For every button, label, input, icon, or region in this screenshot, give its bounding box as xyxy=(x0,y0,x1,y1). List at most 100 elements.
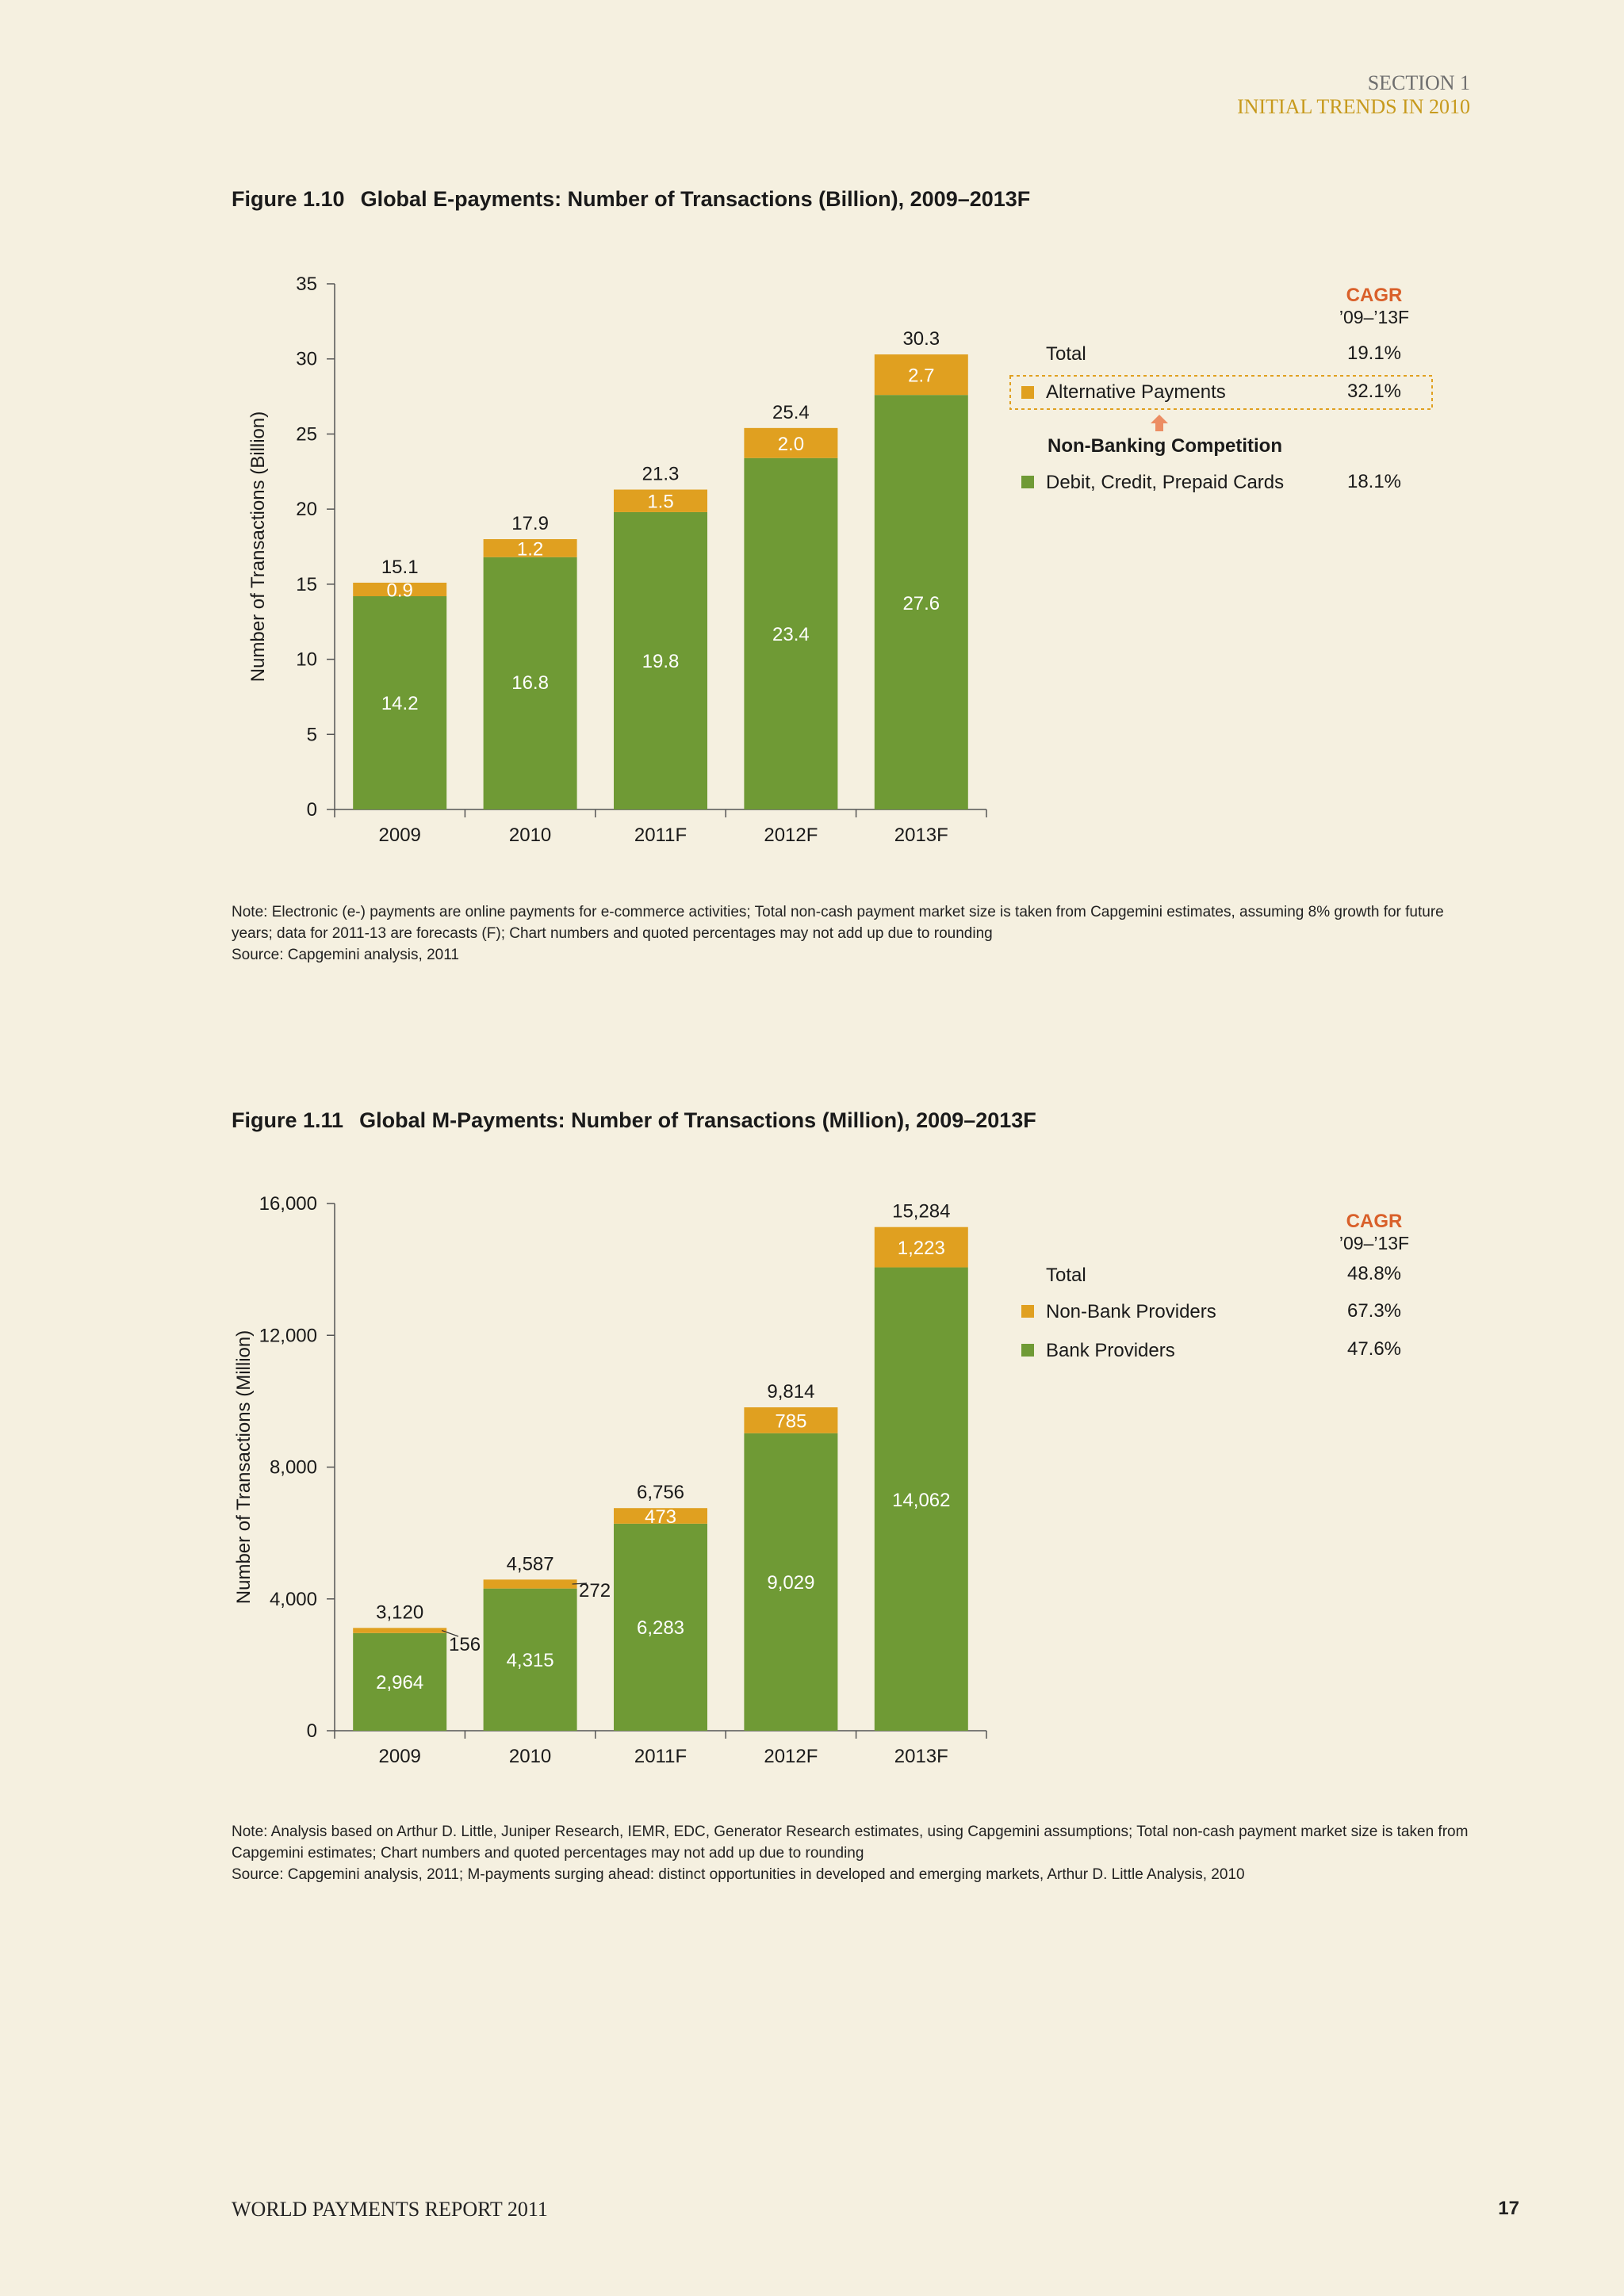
data-label-total: 6,756 xyxy=(637,1482,684,1503)
bar-segment-debit-credit-prepaid-cards xyxy=(614,511,707,809)
bar-segment-bank-providers xyxy=(744,1433,838,1731)
data-label-bank: 4,315 xyxy=(507,1650,554,1671)
cagr-title: CAGR xyxy=(1346,285,1403,306)
bar-segment-alternative-payments xyxy=(483,539,577,557)
x-tick-label: 2013F xyxy=(894,1746,948,1767)
legend-swatch-bank xyxy=(1021,1344,1034,1357)
legend-alternative-label: Alternative Payments xyxy=(1046,381,1226,403)
data-label-bank: 19.8 xyxy=(642,651,680,672)
x-tick-label: 2010 xyxy=(509,825,551,846)
note-text: Note: Analysis based on Arthur D. Little… xyxy=(232,1823,1469,1862)
data-label-alt: 1.2 xyxy=(517,538,543,560)
x-tick-label: 2012F xyxy=(764,825,818,846)
bar-segment-bank-providers xyxy=(614,1523,707,1731)
data-label-bank: 9,029 xyxy=(767,1572,814,1594)
y-tick-label: 8,000 xyxy=(270,1457,317,1479)
data-label-bank: 23.4 xyxy=(772,624,810,645)
legend-bank-cagr: 47.6% xyxy=(1347,1338,1401,1360)
cagr-title: CAGR xyxy=(1346,1211,1403,1232)
bar-segment-debit-credit-prepaid-cards xyxy=(353,596,447,809)
legend-alternative-cagr: 32.1% xyxy=(1347,381,1401,402)
x-tick-label: 2012F xyxy=(764,1746,818,1767)
legend-total-label: Total xyxy=(1046,1265,1086,1286)
legend-total-label: Total xyxy=(1046,343,1086,365)
page-number: 17 xyxy=(1498,2198,1519,2219)
data-label-bank: 14.2 xyxy=(381,693,419,714)
bar-segment-non-bank-providers xyxy=(483,1579,577,1589)
chart-legend: CAGR ’09–’13F Total 48.8% Non-Bank Provi… xyxy=(1021,1211,1409,1361)
bar-segment-bank-providers xyxy=(483,1588,577,1731)
legend-non-bank-cagr: 67.3% xyxy=(1347,1300,1401,1322)
section-header: SECTION 1 INITIAL TRENDS IN 2010 xyxy=(1237,71,1470,119)
bar-segment-alternative-payments xyxy=(744,427,838,458)
y-tick-label: 12,000 xyxy=(259,1325,317,1346)
data-label-total: 25.4 xyxy=(772,402,810,423)
y-tick-label: 0 xyxy=(307,1720,317,1742)
figure-title-text: Global M-Payments: Number of Transaction… xyxy=(359,1108,1036,1132)
y-axis-title: Number of Transactions (Billion) xyxy=(247,411,269,682)
bar-segment-bank-providers xyxy=(353,1632,447,1731)
x-tick-label: 2009 xyxy=(379,825,421,846)
y-tick-label: 35 xyxy=(296,274,317,295)
legend-non-bank-label: Non-Bank Providers xyxy=(1046,1301,1216,1322)
data-label-bank: 14,062 xyxy=(892,1490,950,1511)
data-label-bank: 2,964 xyxy=(376,1672,423,1693)
bar-segment-non-bank-providers xyxy=(614,1508,707,1524)
legend-swatch-alternative xyxy=(1021,386,1034,399)
data-label-total: 30.3 xyxy=(902,328,940,350)
chart-legend: CAGR ’09–’13F Total 19.1% Alternative Pa… xyxy=(1009,285,1433,493)
bar-segment-debit-credit-prepaid-cards xyxy=(483,557,577,809)
figure-number: Figure 1.11 xyxy=(232,1108,344,1132)
cagr-period: ’09–’13F xyxy=(1339,1233,1409,1253)
source-text: Source: Capgemini analysis, 2011; M-paym… xyxy=(232,1866,1245,1883)
figure-number: Figure 1.10 xyxy=(232,187,345,211)
data-label-bank: 27.6 xyxy=(902,593,940,614)
legend-total-cagr: 48.8% xyxy=(1347,1263,1401,1284)
legend-cards-cagr: 18.1% xyxy=(1347,471,1401,492)
data-label-total: 4,587 xyxy=(507,1553,554,1575)
x-tick-label: 2009 xyxy=(379,1746,421,1767)
data-label-total: 3,120 xyxy=(376,1601,423,1623)
data-label-bank: 16.8 xyxy=(511,672,549,694)
source-text: Source: Capgemini analysis, 2011 xyxy=(232,947,459,963)
data-label-alt: 473 xyxy=(645,1506,676,1528)
data-label-bank: 6,283 xyxy=(637,1617,684,1639)
bar-segment-non-bank-providers xyxy=(353,1628,447,1633)
data-label-total: 15.1 xyxy=(381,557,419,578)
y-tick-label: 5 xyxy=(307,724,317,745)
data-label-leader xyxy=(441,1630,459,1637)
figure-1-11-note: Note: Analysis based on Arthur D. Little… xyxy=(232,1821,1469,1885)
x-tick-label: 2013F xyxy=(894,825,948,846)
section-label: SECTION 1 xyxy=(1367,71,1470,94)
data-label-alt: 156 xyxy=(449,1634,481,1655)
bar-segment-bank-providers xyxy=(874,1267,968,1731)
data-label-total: 9,814 xyxy=(767,1381,814,1402)
bar-segment-alternative-payments xyxy=(874,354,968,396)
highlight-box xyxy=(1009,375,1433,410)
legend-swatch-cards xyxy=(1021,476,1034,488)
bar-segment-alternative-payments xyxy=(353,582,447,597)
figure-1-10-note: Note: Electronic (e-) payments are onlin… xyxy=(232,901,1469,966)
subsection-label: INITIAL TRENDS IN 2010 xyxy=(1237,95,1470,118)
x-tick-label: 2010 xyxy=(509,1746,551,1767)
e-payments-stacked-bar-chart: 0 5 10 15 20 25 30 35 Number of Transactions (Bi… xyxy=(247,274,1433,846)
bar-segment-non-bank-providers xyxy=(744,1407,838,1433)
bar-segment-debit-credit-prepaid-cards xyxy=(744,457,838,809)
data-label-alt: 2.7 xyxy=(908,365,934,387)
legend-cards-label: Debit, Credit, Prepaid Cards xyxy=(1046,472,1284,493)
data-label-alt: 272 xyxy=(579,1580,611,1601)
legend-swatch-non-bank xyxy=(1021,1305,1034,1318)
figure-1-10-title: Figure 1.10 Global E-payments: Number of … xyxy=(232,187,1030,212)
data-label-alt: 1,223 xyxy=(898,1238,945,1259)
y-tick-label: 15 xyxy=(296,574,317,595)
y-tick-label: 30 xyxy=(296,349,317,370)
y-axis-title: Number of Transactions (Million) xyxy=(233,1330,255,1604)
non-banking-competition-label: Non-Banking Competition xyxy=(1048,435,1282,457)
report-title: WORLD PAYMENTS REPORT 2011 xyxy=(232,2198,548,2221)
m-payments-stacked-bar-chart: 0 4,000 8,000 12,000 16,000 Number of Transac… xyxy=(233,1193,1409,1767)
y-tick-label: 20 xyxy=(296,499,317,520)
y-tick-label: 0 xyxy=(307,799,317,821)
up-arrow-icon xyxy=(1151,415,1168,431)
data-label-alt: 785 xyxy=(775,1410,806,1432)
data-label-alt: 2.0 xyxy=(778,434,804,455)
